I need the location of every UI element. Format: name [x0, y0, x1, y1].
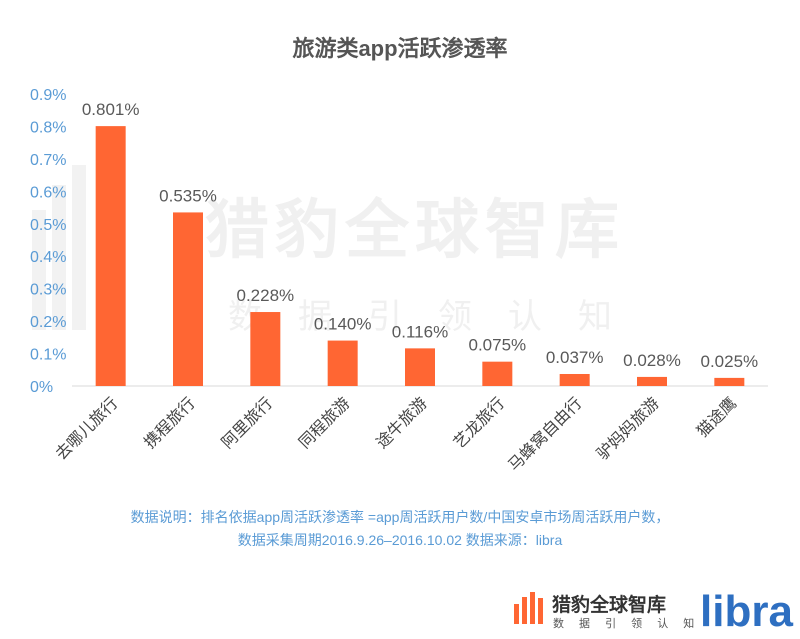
- data-label: 0.228%: [236, 286, 294, 305]
- y-tick-label: 0.8%: [30, 119, 66, 136]
- watermark-sub: 数据引领认知: [228, 298, 648, 336]
- x-tick-label: 阿里旅行: [218, 394, 276, 452]
- bar: [327, 340, 358, 386]
- chart-title: 旅游类app活跃渗透率: [292, 36, 507, 61]
- cheetah-bars-icon: [514, 592, 543, 624]
- data-label: 0.037%: [546, 348, 604, 367]
- bar: [95, 126, 126, 387]
- bar: [559, 373, 590, 386]
- data-label: 0.028%: [623, 351, 681, 370]
- data-labels: 0.801% 0.535% 0.228% 0.140% 0.116% 0.075% 0.03…: [82, 100, 758, 371]
- x-tick-label: 途牛旅游: [373, 394, 431, 452]
- x-tick-label: 驴妈妈旅游: [594, 394, 663, 463]
- note-line-1: 数据说明：排名依据app周活跃渗透率 =app周活跃用户数/中国安卓市场周活跃用…: [131, 509, 670, 525]
- data-label: 0.140%: [314, 315, 372, 334]
- y-tick-label: 0.6%: [30, 184, 66, 201]
- data-label: 0.025%: [700, 352, 758, 371]
- x-tick-label: 马蜂窝自由行: [505, 394, 586, 475]
- notes: 数据说明：排名依据app周活跃渗透率 =app周活跃用户数/中国安卓市场周活跃用…: [131, 509, 670, 548]
- watermark: 猎豹全球智库 数据引领认知: [32, 165, 648, 336]
- footer: 猎豹全球智库 数 据 引 领 认 知 libra: [514, 587, 793, 636]
- bar: [405, 348, 435, 386]
- y-tick-label: 0.5%: [30, 217, 66, 234]
- data-label: 0.075%: [468, 336, 526, 355]
- bar: [714, 377, 745, 386]
- libra-logo: libra: [700, 587, 793, 636]
- y-tick-label: 0.4%: [30, 249, 66, 266]
- x-tick-label: 艺龙旅行: [450, 394, 508, 452]
- y-tick-label: 0.9%: [30, 87, 66, 104]
- bar: [482, 361, 513, 386]
- x-tick-label: 携程旅行: [141, 394, 199, 452]
- x-tick-label: 同程旅游: [296, 394, 354, 452]
- watermark-logo-bar: [72, 165, 86, 330]
- data-label: 0.535%: [159, 186, 217, 205]
- y-axis: 0% 0.1% 0.2% 0.3% 0.4% 0.5% 0.6% 0.7% 0.8% 0.9%: [30, 87, 66, 396]
- y-tick-label: 0.1%: [30, 347, 66, 364]
- watermark-logo-bar: [52, 185, 66, 330]
- note-line-2: 数据采集周期2016.9.26–2016.10.02 数据来源：libra: [238, 532, 563, 548]
- bar: [250, 312, 281, 386]
- watermark-main: 猎豹全球智库: [205, 194, 625, 266]
- data-label: 0.116%: [392, 322, 448, 341]
- watermark-logo-bar: [32, 210, 46, 330]
- y-tick-label: 0.3%: [30, 282, 66, 299]
- y-tick-label: 0.2%: [30, 314, 66, 331]
- data-label: 0.801%: [82, 100, 140, 119]
- bar: [637, 376, 667, 386]
- bars: [95, 126, 745, 387]
- y-tick-label: 0.7%: [30, 152, 66, 169]
- bar: [173, 212, 203, 386]
- brand-name: 猎豹全球智库: [552, 593, 666, 616]
- x-tick-label: 去哪儿旅行: [52, 394, 121, 463]
- y-tick-label: 0%: [30, 379, 53, 396]
- brand-slogan: 数 据 引 领 认 知: [553, 616, 700, 630]
- x-tick-label: 猫途鹰: [693, 394, 740, 441]
